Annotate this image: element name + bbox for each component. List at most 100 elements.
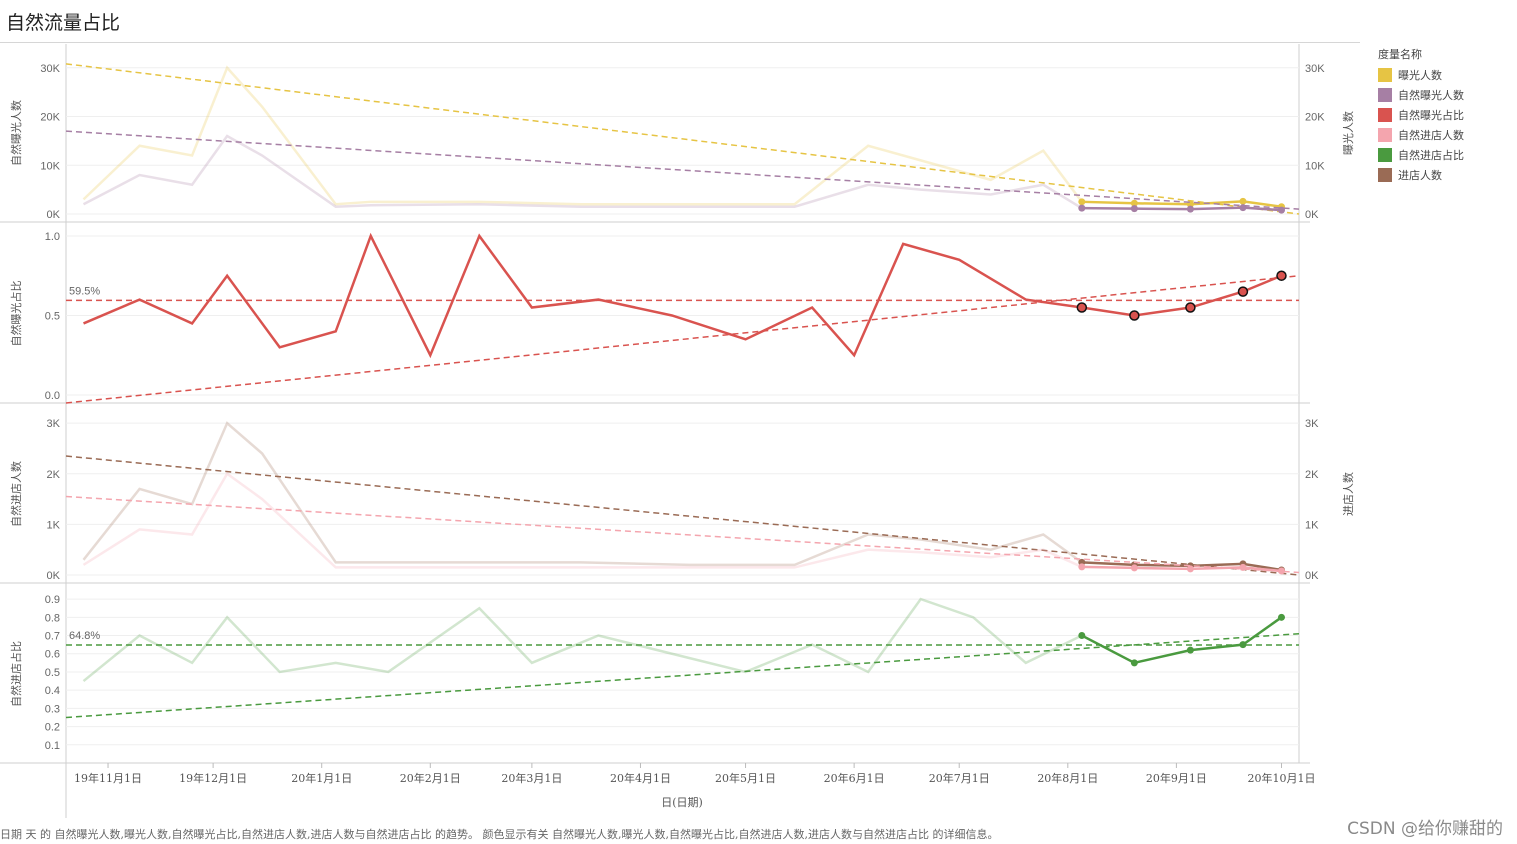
data-point <box>1277 206 1285 214</box>
series-line-history <box>82 421 1083 567</box>
y-tick-label-right: 0K <box>1305 209 1319 221</box>
x-tick-label: 20年10月1日 <box>1247 771 1315 785</box>
data-point <box>1076 302 1088 313</box>
y-tick-label: 0.4 <box>45 685 60 697</box>
legend-item[interactable]: 自然曝光人数 <box>1378 85 1464 105</box>
legend-title: 度量名称 <box>1378 48 1422 61</box>
legend-item[interactable]: 自然进店占比 <box>1378 145 1464 165</box>
y-axis-title-right: 曝光人数 <box>1341 111 1355 155</box>
data-point <box>1277 567 1285 575</box>
legend-item[interactable]: 自然进店人数 <box>1378 125 1464 145</box>
trend-line <box>65 455 1300 576</box>
legend-swatch <box>1378 68 1392 82</box>
y-tick-label: 0.5 <box>45 667 60 679</box>
y-tick-label: 20K <box>40 112 60 124</box>
y-tick-label-right: 30K <box>1305 63 1325 75</box>
y-tick-label: 30K <box>40 63 60 75</box>
legend-swatch <box>1378 128 1392 142</box>
data-point <box>1237 286 1249 297</box>
reference-line-label: 59.5% <box>69 285 100 297</box>
data-point <box>1129 310 1140 321</box>
data-point <box>1130 205 1138 213</box>
chart-caption: 日期 天 的 自然曝光人数,曝光人数,自然曝光占比,自然进店人数,进店人数与自然… <box>0 828 999 841</box>
trend-line <box>65 632 1300 719</box>
legend-label: 自然曝光占比 <box>1398 109 1464 122</box>
data-point <box>1130 659 1138 667</box>
title-divider <box>0 42 1360 43</box>
data-point <box>1186 565 1194 573</box>
x-tick-label: 19年11月1日 <box>74 771 142 785</box>
y-axis-title: 自然曝光占比 <box>9 281 23 347</box>
legend-swatch <box>1378 148 1392 162</box>
data-point <box>1078 563 1086 571</box>
data-point <box>1239 197 1247 205</box>
x-tick-label: 20年3月1日 <box>501 771 562 785</box>
data-point <box>1185 302 1196 313</box>
x-axis-title: 日(日期) <box>661 796 703 809</box>
trend-line <box>65 63 1300 215</box>
data-point <box>1078 632 1086 640</box>
y-tick-label: 2K <box>47 469 61 481</box>
watermark: CSDN @给你赚甜的 <box>1347 819 1503 839</box>
x-tick-label: 20年7月1日 <box>929 771 990 785</box>
x-tick-label: 20年5月1日 <box>715 771 776 785</box>
data-point <box>1239 204 1247 212</box>
y-tick-label: 0.9 <box>45 594 60 606</box>
data-point <box>1277 613 1285 621</box>
series-line-recent <box>1081 616 1283 665</box>
trend-line <box>65 274 1300 404</box>
x-tick-label: 20年6月1日 <box>824 771 885 785</box>
y-tick-label: 0.6 <box>45 649 60 661</box>
y-tick-label-right: 2K <box>1305 469 1319 481</box>
legend-label: 曝光人数 <box>1398 69 1442 82</box>
data-point <box>1130 564 1138 572</box>
y-tick-label: 0K <box>47 570 61 582</box>
y-tick-label-right: 20K <box>1305 112 1325 124</box>
y-tick-label-right: 3K <box>1305 418 1319 430</box>
legend-label: 自然进店人数 <box>1398 129 1464 142</box>
y-axis-title-right: 进店人数 <box>1341 472 1355 516</box>
y-tick-label: 0.5 <box>45 310 60 322</box>
data-point <box>1130 199 1138 207</box>
legend-swatch <box>1378 168 1392 182</box>
data-point <box>1239 563 1247 571</box>
y-tick-label: 10K <box>40 160 60 172</box>
x-tick-label: 20年8月1日 <box>1037 771 1098 785</box>
data-point <box>1078 204 1086 212</box>
series-line-history <box>82 65 1083 206</box>
y-tick-label: 0.7 <box>45 631 60 643</box>
y-tick-label-right: 1K <box>1305 519 1319 531</box>
legend-label: 自然进店占比 <box>1398 149 1464 162</box>
y-tick-label: 0K <box>47 209 61 221</box>
x-tick-label: 19年12月1日 <box>179 771 247 785</box>
y-tick-label: 3K <box>47 418 61 430</box>
series-line-recent <box>1081 206 1282 212</box>
legend-item[interactable]: 自然曝光占比 <box>1378 105 1464 125</box>
y-axis-title: 自然曝光人数 <box>9 100 23 166</box>
legend-label: 进店人数 <box>1398 169 1442 182</box>
x-tick-label: 20年9月1日 <box>1146 771 1207 785</box>
data-point <box>1186 205 1194 213</box>
legend-swatch <box>1378 88 1392 102</box>
y-tick-label: 1K <box>47 519 61 531</box>
y-tick-label: 0.1 <box>45 740 60 752</box>
y-tick-label-right: 10K <box>1305 160 1325 172</box>
legend: 度量名称 曝光人数 自然曝光人数 自然曝光占比 自然进店人数 自然进店占比 进店… <box>1378 46 1464 185</box>
y-tick-label-right: 0K <box>1305 570 1319 582</box>
legend-item[interactable]: 曝光人数 <box>1378 65 1464 85</box>
chart-title: 自然流量占比 <box>6 12 121 34</box>
y-axis-title: 自然进店人数 <box>9 461 23 527</box>
legend-label: 自然曝光人数 <box>1398 89 1464 102</box>
data-point <box>1276 270 1287 281</box>
trend-line <box>65 130 1300 210</box>
x-tick-label: 20年4月1日 <box>610 771 671 785</box>
series-line-history <box>82 471 1083 569</box>
trend-line <box>65 495 1300 574</box>
data-point <box>1078 198 1086 206</box>
series-line-history <box>82 134 1083 210</box>
data-point <box>1186 646 1194 654</box>
legend-item[interactable]: 进店人数 <box>1378 165 1464 185</box>
x-tick-label: 20年1月1日 <box>291 771 352 785</box>
legend-swatch <box>1378 108 1392 122</box>
